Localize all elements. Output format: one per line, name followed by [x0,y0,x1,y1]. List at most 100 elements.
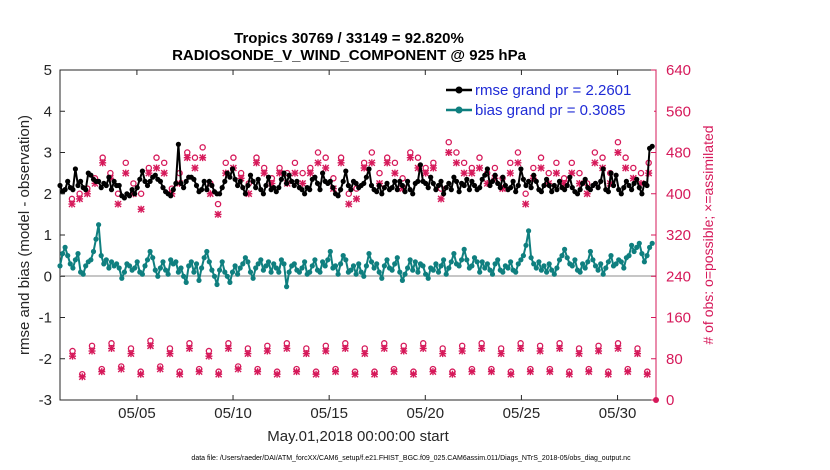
bias-point [116,265,122,271]
bias-point [528,255,534,261]
obs-assimilated-marker [445,149,453,156]
rmse-point [631,180,637,186]
obs-assimilated-marker [99,159,107,167]
bias-point [376,269,382,275]
bias-point [278,257,284,263]
bias-point [451,251,457,257]
rmse-point [569,185,575,191]
rmse-point [374,189,380,195]
obs-assimilated-marker [468,368,476,376]
bias-point [72,257,78,263]
y2-tick-label: 640 [666,62,691,79]
obs-assimilated-marker [107,344,115,352]
bias-point [327,248,333,255]
bias-point [559,253,565,259]
x-axis-label: May.01,2018 00:00:00 start [267,428,449,445]
rmse-point [253,185,259,191]
obs-count-markers [68,138,659,403]
rmse-point [191,176,197,182]
bias-point [108,259,115,265]
rmse-point [338,187,344,193]
obs-assimilated-marker [114,200,122,208]
bias-point [103,257,109,263]
bias-point [175,269,181,275]
bias-point [126,263,133,269]
bias-point [338,261,344,267]
obs-assimilated-marker [437,195,445,203]
bias-point [181,273,187,279]
obs-assimilated-marker [614,344,622,352]
obs-possible-marker [322,154,329,161]
obs-possible-marker [230,154,237,161]
bias-point [209,267,215,273]
obs-assimilated-marker [517,344,525,352]
bias-point [142,263,148,269]
rmse-point [497,185,503,191]
obs-assimilated-marker [337,159,345,167]
rmse-point [515,182,521,189]
bias-point [598,261,604,267]
rmse-point [98,185,104,191]
bias-point [268,269,274,275]
obs-assimilated-marker [422,169,430,177]
y2-tick-label: 400 [666,186,691,203]
rmse-point [235,182,241,189]
rmse-point [464,176,470,182]
rmse-point [531,172,537,178]
bias-point [271,261,277,267]
obs-assimilated-marker [448,370,456,378]
rmse-point [574,191,581,197]
obs-assimilated-marker [214,210,222,218]
bias-point [634,244,640,250]
rmse-point [484,166,490,172]
obs-assimilated-marker [191,164,199,172]
y2-tick-label: 560 [666,103,691,120]
rmse-point [580,180,586,186]
rmse-point [510,178,516,184]
bias-point [520,253,527,259]
rmse-point [247,172,254,178]
bias-point [93,236,99,242]
obs-assimilated-marker [624,368,632,376]
rmse-point [330,185,336,191]
rmse-point [446,180,452,186]
bias-point [67,261,73,267]
rmse-point [538,189,545,195]
rmse-point [265,174,272,180]
obs-assimilated-marker [556,344,564,352]
bias-point [456,263,462,269]
rmse-point [222,178,228,184]
rmse-point [284,180,290,186]
rmse-point [528,185,534,191]
rmse-point [199,187,205,193]
bias-point [214,281,220,288]
bias-point [260,267,266,273]
obs-possible-marker [622,154,629,161]
obs-assimilated-marker [127,350,135,358]
bias-point [556,257,563,263]
bias-point [219,259,225,265]
bias-point [515,261,521,267]
rmse-point [108,187,115,193]
obs-assimilated-marker [160,169,168,177]
rmse-point [106,174,112,180]
rmse-point [618,191,624,197]
rmse-point [232,176,238,182]
bias-point [211,273,218,279]
rmse-point [526,178,532,184]
bias-point [374,261,380,267]
rmse-point [204,187,210,193]
bias-point [446,265,452,271]
bias-point [163,267,169,273]
bias-point [399,277,405,283]
rmse-point [392,178,398,184]
obs-possible-marker [314,149,322,156]
obs-possible-marker [522,190,529,197]
rmse-point [183,178,189,184]
bias-point [379,275,385,281]
obs-assimilated-marker [76,195,84,203]
bias-point [62,244,68,250]
rmse-point [423,180,429,186]
bias-point [366,251,372,257]
